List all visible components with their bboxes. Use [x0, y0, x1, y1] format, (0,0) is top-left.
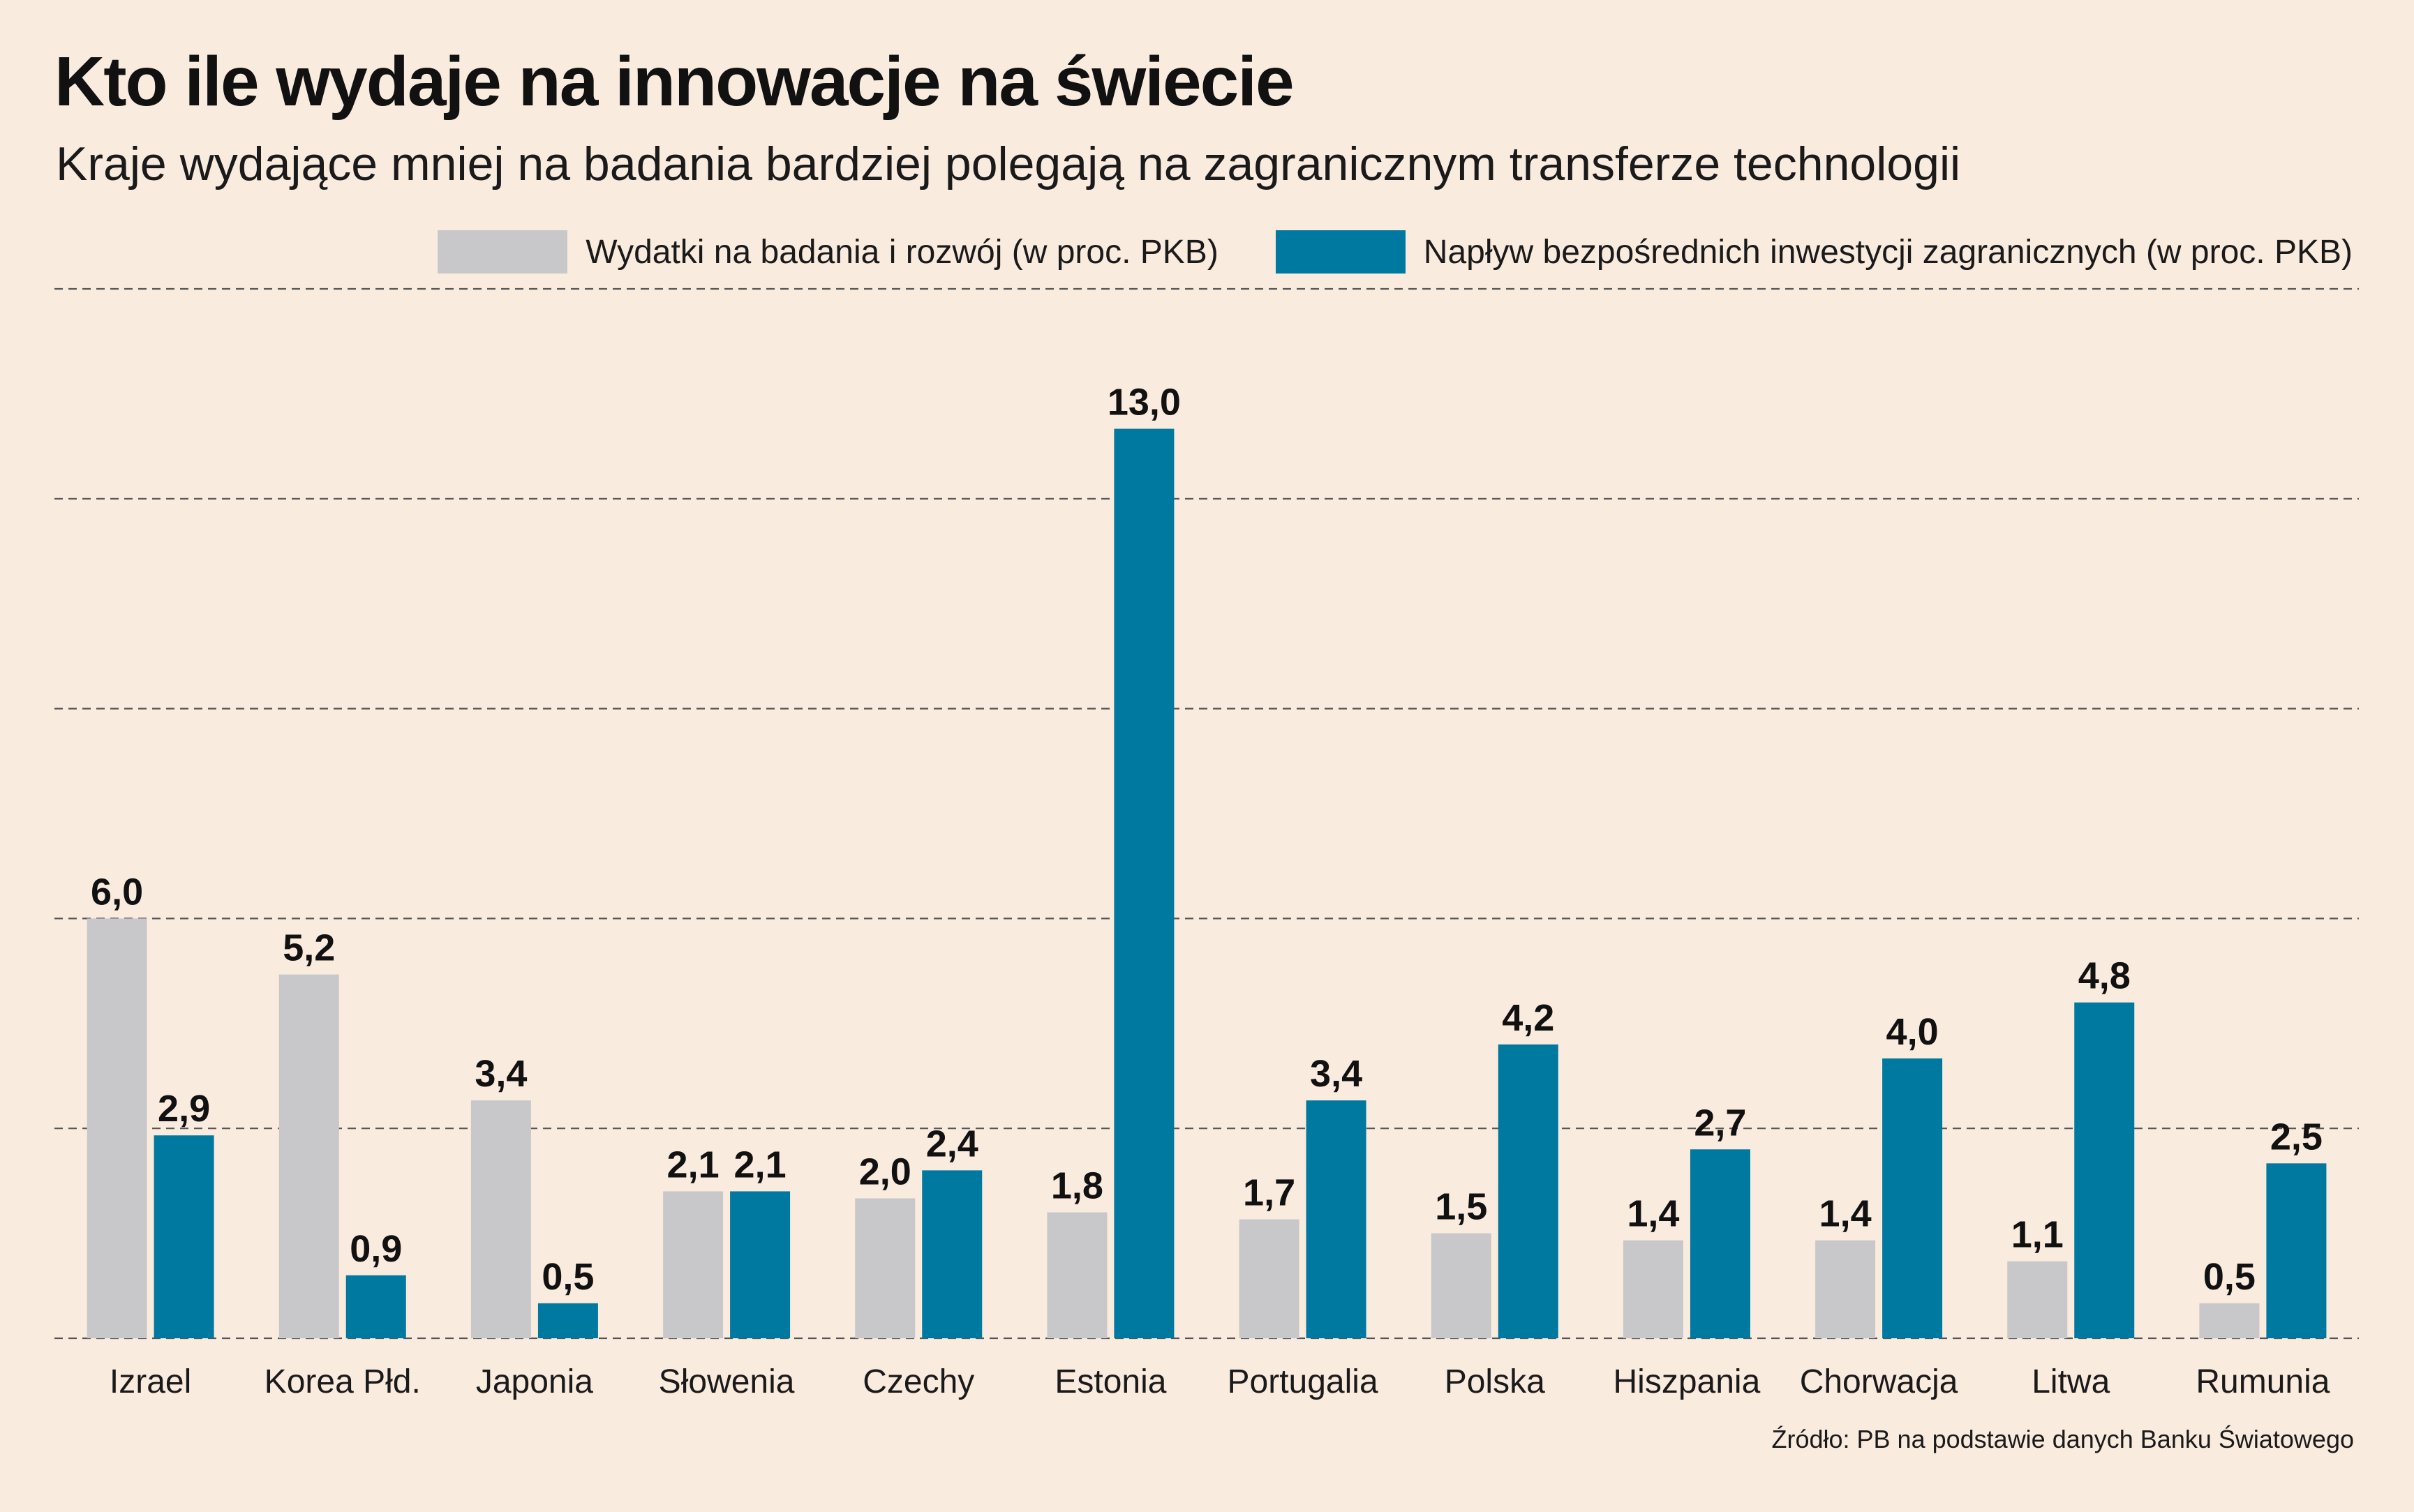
bar-fdi: [154, 1135, 214, 1338]
data-label-fdi: 2,1: [734, 1144, 787, 1185]
data-label-rd: 1,1: [2011, 1214, 2064, 1256]
category-label: Estonia: [1055, 1363, 1166, 1400]
data-label-rd: 6,0: [91, 871, 143, 913]
legend-swatch-fdi: [1275, 230, 1406, 274]
legend-swatch-rd: [438, 230, 568, 274]
bar-rd: [87, 918, 147, 1338]
category-label: Portugalia: [1228, 1363, 1378, 1400]
bar-rd: [663, 1191, 724, 1338]
bar-rd: [1623, 1240, 1683, 1338]
legend-item-rd: Wydatki na badania i rozwój (w proc. PKB…: [438, 230, 1219, 274]
category-label: Hiszpania: [1614, 1363, 1761, 1400]
bar-fdi: [345, 1275, 406, 1338]
data-label-fdi: 3,4: [1310, 1053, 1362, 1095]
data-label-rd: 3,4: [475, 1053, 527, 1095]
data-label-rd: 1,4: [1819, 1193, 1872, 1235]
data-label-rd: 5,2: [283, 927, 335, 969]
data-label-fdi: 0,5: [542, 1256, 594, 1298]
bar-rd: [278, 974, 339, 1338]
bar-fdi: [1690, 1149, 1750, 1338]
bar-rd: [1431, 1233, 1491, 1338]
chart-title: Kto ile wydaje na innowacje na świecie: [54, 43, 1295, 121]
category-label: Polska: [1445, 1363, 1545, 1400]
data-label-fdi: 2,5: [2270, 1116, 2323, 1158]
data-label-rd: 2,0: [859, 1151, 911, 1192]
data-label-fdi: 13,0: [1108, 382, 1181, 424]
bar-fdi: [730, 1191, 791, 1338]
bar-rd: [2199, 1303, 2260, 1338]
data-label-rd: 1,8: [1051, 1165, 1103, 1207]
bar-rd: [1047, 1212, 1108, 1338]
bar-fdi: [2074, 1002, 2135, 1338]
bar-rd: [855, 1198, 916, 1338]
data-label-rd: 0,5: [2203, 1256, 2256, 1298]
data-label-rd: 1,7: [1243, 1172, 1295, 1214]
legend-label-rd: Wydatki na badania i rozwój (w proc. PKB…: [586, 233, 1219, 271]
source-note: Źródło: PB na podstawie danych Banku Świ…: [1771, 1425, 2354, 1453]
bar-rd: [1815, 1240, 1876, 1338]
legend-item-fdi: Napływ bezpośrednich inwestycji zagranic…: [1275, 230, 2353, 274]
data-label-fdi: 0,9: [350, 1228, 402, 1270]
data-label-fdi: 4,8: [2078, 955, 2131, 997]
data-label-fdi: 4,2: [1502, 997, 1554, 1039]
data-label-rd: 1,4: [1627, 1193, 1679, 1235]
data-label-fdi: 4,0: [1886, 1011, 1939, 1053]
bar-rd: [470, 1100, 531, 1338]
data-label-rd: 2,1: [667, 1144, 720, 1185]
category-label: Czechy: [863, 1363, 974, 1400]
category-label: Słowenia: [659, 1363, 795, 1400]
bar-fdi: [537, 1303, 598, 1338]
category-label: Litwa: [2032, 1363, 2110, 1400]
bar-fdi: [1114, 428, 1175, 1338]
category-label: Rumunia: [2196, 1363, 2330, 1400]
data-label-fdi: 2,4: [926, 1123, 978, 1165]
legend-label-fdi: Napływ bezpośrednich inwestycji zagranic…: [1423, 233, 2353, 271]
category-label: Chorwacja: [1800, 1363, 1958, 1400]
category-label: Japonia: [476, 1363, 593, 1400]
bar-fdi: [2266, 1163, 2327, 1338]
bar-fdi: [1498, 1044, 1558, 1338]
chart-subtitle: Kraje wydające mniej na badania bardziej…: [56, 137, 1961, 190]
bar-fdi: [922, 1170, 983, 1338]
bar-fdi: [1882, 1058, 1943, 1338]
data-label-fdi: 2,7: [1694, 1102, 1746, 1144]
bar-fdi: [1306, 1100, 1366, 1338]
legend: Wydatki na badania i rozwój (w proc. PKB…: [438, 230, 2353, 274]
category-label: Korea Płd.: [265, 1363, 421, 1400]
bar-rd: [2007, 1261, 2068, 1338]
data-label-fdi: 2,9: [158, 1088, 210, 1130]
data-label-rd: 1,5: [1435, 1186, 1487, 1228]
category-label: Izrael: [110, 1363, 191, 1400]
bar-rd: [1239, 1219, 1299, 1338]
